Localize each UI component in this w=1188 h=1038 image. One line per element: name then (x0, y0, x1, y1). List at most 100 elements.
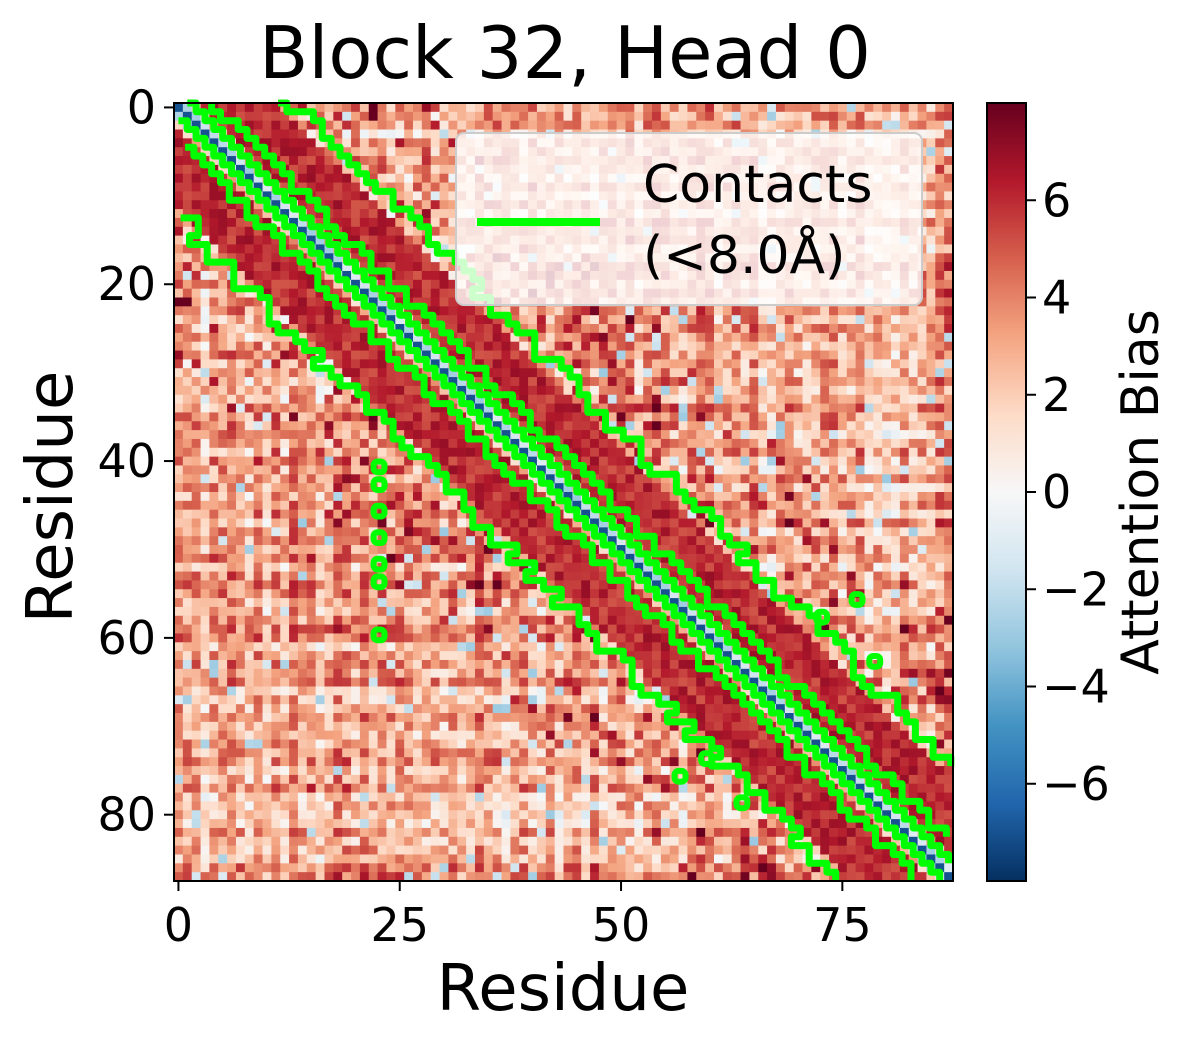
heatmap-cell (395, 500, 405, 511)
heatmap-cell (174, 580, 184, 590)
heatmap-cell (359, 341, 370, 352)
heatmap-cell (643, 474, 653, 484)
heatmap-cell (855, 120, 866, 131)
heatmap-cell (351, 270, 361, 281)
heatmap-cell (174, 244, 184, 254)
heatmap-cell (740, 438, 750, 449)
heatmap-cell (439, 200, 450, 210)
heatmap-cell (483, 571, 494, 582)
heatmap-cell (793, 509, 804, 520)
heatmap-cell (572, 306, 582, 316)
heatmap-cell (536, 492, 547, 502)
heatmap-cell (386, 465, 396, 475)
heatmap-cell (395, 394, 405, 405)
heatmap-cell (581, 350, 591, 360)
heatmap-cell (873, 589, 883, 599)
heatmap-cell (368, 156, 379, 166)
heatmap-cell (235, 438, 246, 449)
heatmap-cell (306, 138, 317, 148)
heatmap-cell (377, 191, 388, 201)
heatmap-cell (926, 536, 936, 546)
heatmap-cell (793, 377, 804, 387)
heatmap-cell (244, 279, 255, 290)
heatmap-cell (607, 465, 618, 475)
heatmap-cell (908, 483, 919, 493)
heatmap-cell (660, 315, 671, 325)
heatmap-cell (829, 111, 839, 122)
heatmap-cell (837, 571, 848, 582)
heatmap-cell (351, 129, 361, 139)
heatmap-cell (740, 394, 750, 405)
heatmap-cell (572, 421, 582, 431)
heatmap-cell (448, 306, 458, 316)
heatmap-cell (404, 527, 414, 537)
heatmap-cell (483, 359, 494, 369)
heatmap-cell (182, 191, 193, 201)
heatmap-cell (882, 509, 892, 520)
heatmap-cell (430, 164, 441, 175)
heatmap-cell (802, 385, 812, 396)
heatmap-cell (289, 589, 299, 599)
heatmap-cell (253, 129, 264, 139)
heatmap-cell (280, 394, 290, 405)
heatmap-cell (899, 589, 910, 599)
heatmap-cell (235, 279, 246, 290)
heatmap-cell (457, 527, 467, 537)
heatmap-cell (377, 270, 388, 281)
heatmap-cell (297, 120, 308, 131)
heatmap-cell (731, 545, 742, 555)
heatmap-cell (262, 447, 272, 458)
heatmap-cell (306, 279, 317, 290)
heatmap-cell (377, 217, 388, 228)
heatmap-cell (271, 164, 281, 175)
heatmap-cell (572, 474, 582, 484)
heatmap-cell (351, 377, 361, 387)
heatmap-cell (731, 324, 742, 334)
heatmap-cell (209, 456, 219, 467)
heatmap-cell (483, 589, 494, 599)
heatmap-cell (722, 492, 733, 502)
heatmap-cell (705, 120, 715, 131)
heatmap-cell (430, 536, 441, 546)
heatmap-cell (837, 536, 848, 546)
heatmap-cell (775, 545, 786, 555)
heatmap-cell (324, 589, 334, 599)
heatmap-cell (377, 103, 388, 113)
heatmap-cell (368, 209, 379, 219)
heatmap-cell (581, 332, 591, 343)
heatmap-cell (935, 500, 945, 511)
heatmap-cell (359, 562, 370, 573)
heatmap-cell (430, 447, 441, 458)
heatmap-cell (837, 465, 848, 475)
heatmap-cell (413, 103, 423, 113)
heatmap-cell (625, 324, 635, 334)
heatmap-cell (519, 111, 529, 122)
heatmap-cell (209, 403, 219, 414)
heatmap-cell (793, 350, 804, 360)
heatmap-cell (315, 235, 326, 246)
heatmap-cell (687, 509, 697, 520)
heatmap-cell (793, 465, 804, 475)
heatmap-cell (607, 412, 618, 422)
heatmap-cell (315, 412, 326, 422)
heatmap-cell (917, 545, 928, 555)
heatmap-cell (324, 103, 334, 113)
heatmap-cell (528, 377, 538, 387)
heatmap-cell (351, 403, 361, 414)
heatmap-cell (200, 200, 211, 210)
heatmap-cell (218, 509, 228, 520)
heatmap-cell (713, 483, 724, 493)
heatmap-cell (386, 447, 396, 458)
heatmap-cell (404, 403, 414, 414)
heatmap-cell (837, 527, 848, 537)
heatmap-cell (386, 147, 396, 157)
heatmap-cell (306, 129, 317, 139)
heatmap-cell (899, 120, 910, 131)
heatmap-cell (784, 359, 795, 369)
heatmap-cell (421, 244, 432, 254)
heatmap-cell (598, 359, 609, 369)
heatmap-cell (483, 385, 494, 396)
heatmap-cell (474, 111, 485, 122)
heatmap-cell (492, 332, 503, 343)
heatmap-cell (324, 474, 334, 484)
